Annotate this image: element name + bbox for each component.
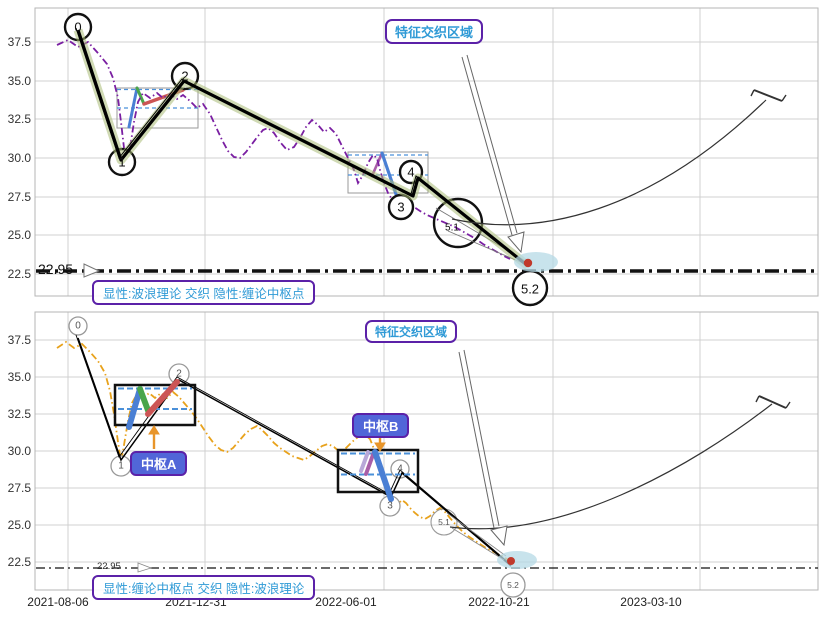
top-point-4: 4 (407, 164, 415, 180)
bottom-pivot-box-b (336, 448, 420, 502)
top-point-3: 3 (397, 199, 405, 215)
bottom-point-0: 0 (75, 320, 81, 332)
top-wave-circles (63, 12, 549, 307)
xtick-2022-10-21: 2022-10-21 (468, 595, 530, 609)
bottom-wave-path (77, 337, 512, 567)
bottom-end-halo (497, 551, 537, 569)
pivot-b-label: 中枢B (352, 413, 410, 438)
bottom-ytick-22-5: 22.5 (7, 555, 31, 569)
top-grid (35, 8, 818, 296)
bottom-point-5-1: 5.1 (438, 517, 450, 527)
bottom-point-1: 1 (118, 460, 124, 472)
top-point-5-1: 5.1 (445, 222, 459, 234)
bottom-trajectory (449, 395, 791, 530)
bottom-ytick-30-0: 30.0 (7, 444, 31, 458)
pivot-a-arrow (148, 425, 160, 449)
bottom-ytick-27-5: 27.5 (7, 481, 31, 495)
bottom-end-dot (507, 557, 515, 565)
top-ytick-37-5: 37.5 (7, 35, 31, 49)
top-ytick-35-0: 35.0 (7, 74, 31, 88)
bottom-point-4: 4 (397, 463, 403, 475)
bottom-point-3: 3 (387, 500, 393, 512)
bottom-grid (35, 312, 818, 590)
xtick-2022-06-01: 2022-06-01 (315, 595, 377, 609)
top-ytick-27-5: 27.5 (7, 190, 31, 204)
top-hidden-squiggle (56, 38, 511, 260)
bottom-point-2: 2 (176, 368, 182, 380)
bottom-point-5-2: 5.2 (507, 580, 519, 590)
bottom-region-arrow (458, 349, 508, 547)
top-point-2: 2 (181, 68, 189, 84)
top-ytick-22-5: 22.5 (7, 267, 31, 281)
bottom-ytick-25-0: 25.0 (7, 518, 31, 532)
xtick-2023-03-10: 2023-03-10 (620, 595, 682, 609)
top-trajectory (451, 89, 787, 226)
bottom-threshold-label: 22.95 (97, 561, 121, 572)
top-wave-halo (73, 28, 531, 270)
top-threshold-callout (83, 263, 101, 278)
top-end-dot (523, 258, 533, 268)
bottom-frame (34, 311, 819, 591)
top-point-0: 0 (74, 19, 82, 35)
top-point-5-2: 5.2 (520, 281, 540, 297)
bottom-region-label: 特征交织区域 (364, 320, 458, 343)
bottom-pivot-box-a (113, 379, 197, 430)
pivot-b-arrow (374, 437, 386, 452)
top-region-label: 特征交织区域 (384, 19, 484, 44)
top-caption: 显性:波浪理论 交织 隐性:缠论中枢点 (92, 280, 316, 305)
xtick-2021-08-06: 2021-08-06 (27, 595, 89, 609)
bottom-ytick-32-5: 32.5 (7, 407, 31, 421)
bottom-wedge-lines (446, 512, 507, 561)
top-threshold-label: 22.95 (38, 261, 74, 277)
top-point-1: 1 (118, 154, 126, 170)
bottom-wave-thin2 (75, 334, 510, 564)
top-ytick-30-0: 30.0 (7, 151, 31, 165)
bottom-ytick-37-5: 37.5 (7, 333, 31, 347)
top-panel (34, 7, 819, 307)
bottom-ytick-35-0: 35.0 (7, 370, 31, 384)
top-circle-5-1 (432, 197, 484, 249)
bottom-panel (34, 311, 819, 598)
top-wave-path (76, 29, 529, 268)
top-ytick-32-5: 32.5 (7, 112, 31, 126)
bottom-threshold-callout (137, 562, 153, 573)
top-ytick-25-0: 25.0 (7, 228, 31, 242)
top-end-halo (514, 252, 558, 272)
top-region-arrow (461, 54, 525, 254)
top-frame (34, 7, 819, 297)
pivot-a-label: 中枢A (130, 451, 188, 476)
bottom-caption: 显性:缠论中枢点 交织 隐性:波浪理论 (92, 575, 316, 600)
